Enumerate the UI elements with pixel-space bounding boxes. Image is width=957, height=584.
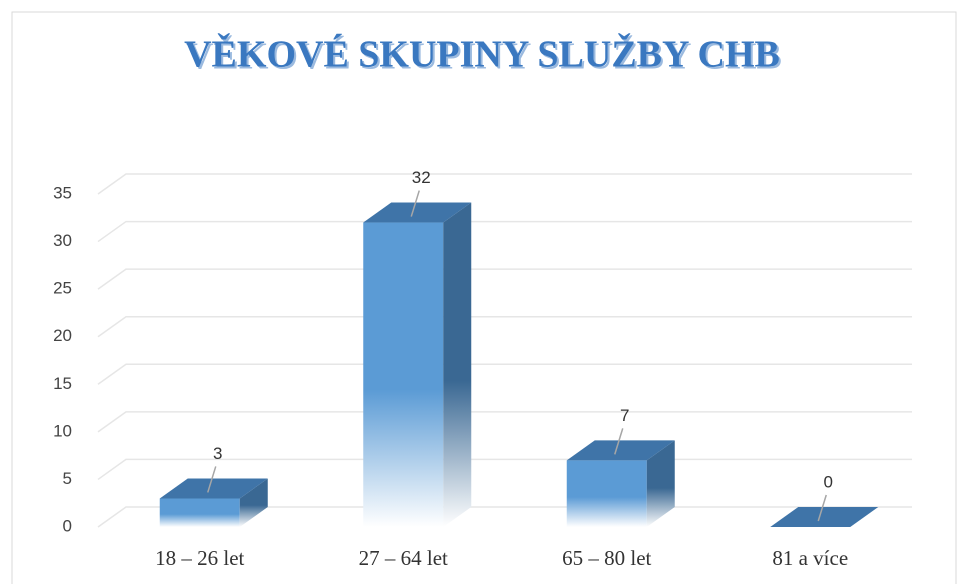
- bar: [566, 440, 675, 527]
- bar-top: [770, 507, 879, 527]
- x-tick-label: 27 – 64 let: [359, 546, 448, 570]
- y-tick-label: 20: [53, 326, 72, 345]
- label-leader: [614, 428, 624, 455]
- value-label: 7: [620, 406, 629, 425]
- grid-line: [97, 173, 912, 195]
- value-label: 0: [824, 472, 833, 491]
- label-leader: [410, 190, 420, 217]
- bar-front: [159, 498, 240, 527]
- bar-top: [159, 478, 268, 499]
- value-label: 32: [412, 168, 431, 187]
- label-leader: [207, 466, 217, 493]
- y-tick-label: 35: [53, 183, 72, 202]
- bar: [770, 507, 879, 527]
- chart-border: [11, 11, 957, 584]
- bar: [363, 202, 472, 528]
- y-tick-label: 25: [53, 279, 72, 298]
- y-tick-label: 5: [63, 469, 72, 488]
- grid-line: [97, 315, 912, 338]
- bar-side: [443, 202, 472, 528]
- grid-line: [97, 268, 912, 290]
- grid-line: [97, 411, 912, 433]
- bar-top: [566, 440, 675, 461]
- bar-front: [566, 460, 647, 527]
- x-tick-label: 65 – 80 let: [562, 546, 651, 570]
- grid-line: [97, 220, 912, 243]
- bar-side: [646, 440, 675, 527]
- bar-top: [363, 202, 472, 223]
- bar: [159, 478, 268, 527]
- y-tick-label: 10: [53, 421, 72, 440]
- grid-line: [97, 363, 912, 385]
- x-tick-label: 18 – 26 let: [155, 546, 244, 570]
- bar-side: [239, 478, 268, 527]
- y-tick-label: 15: [53, 374, 72, 393]
- label-leader: [817, 494, 827, 522]
- y-tick-label: 30: [53, 231, 72, 250]
- chart-title-shadow: VĚKOVÉ SKUPINY SLUŽBY CHB: [186, 36, 782, 78]
- x-tick-label: 81 a více: [772, 546, 848, 570]
- value-label: 3: [213, 444, 222, 463]
- chart-title: VĚKOVÉ SKUPINY SLUŽBY CHB: [184, 34, 780, 76]
- bar-front: [363, 222, 444, 528]
- y-tick-label: 0: [63, 516, 72, 535]
